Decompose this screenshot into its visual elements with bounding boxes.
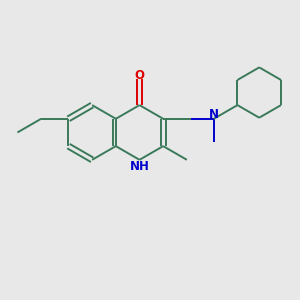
Text: N: N (209, 108, 219, 121)
Text: NH: NH (130, 160, 149, 173)
Text: O: O (134, 69, 145, 82)
